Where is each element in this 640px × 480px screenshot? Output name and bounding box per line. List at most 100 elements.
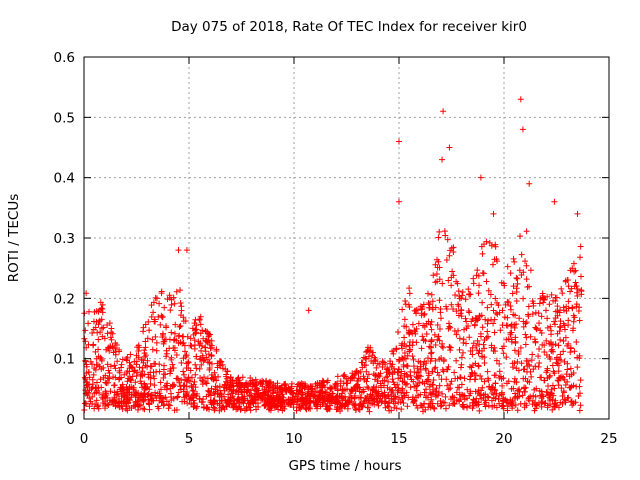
data-point [85,369,92,376]
data-point [436,325,443,332]
data-point [410,363,417,370]
data-point [199,342,206,349]
data-point [535,363,542,370]
data-point [104,330,111,337]
data-point [525,303,532,310]
data-point [119,406,126,413]
data-point [109,397,116,404]
axis-ticks: 0 0.1 0.2 0.3 0.4 0.5 0.6 0 5 10 15 20 25 [54,50,618,447]
data-point [270,389,277,396]
data-point [415,358,422,365]
data-point [142,344,149,351]
data-point [247,407,254,414]
data-point [137,378,144,385]
data-point [490,307,497,314]
data-point [476,282,483,289]
data-point [160,338,167,345]
data-point [203,405,210,412]
data-point [457,396,464,403]
data-point [393,345,400,352]
data-point [177,287,184,294]
data-point [151,316,158,323]
data-point [479,299,486,306]
data-point [218,358,225,365]
data-point [89,393,96,400]
data-point [205,337,212,344]
data-point [231,402,238,409]
data-point [561,396,568,403]
data-point [463,340,470,347]
data-point [266,384,273,391]
data-point [279,407,286,414]
data-point [523,276,530,283]
data-point [558,285,565,292]
data-point [184,388,191,395]
data-point [141,353,148,360]
data-point [163,386,170,393]
data-point [100,324,107,331]
data-point [265,379,272,386]
x-tick-label: 15 [390,431,407,447]
data-point [495,396,502,403]
data-point [523,402,530,409]
data-point [527,393,534,400]
data-point [500,343,507,350]
data-point [498,279,505,286]
data-point [465,286,472,293]
data-point [409,330,416,337]
data-point [493,256,500,263]
data-point [428,349,435,356]
data-point [546,301,553,308]
data-point [221,387,228,394]
data-point [491,344,498,351]
data-point [320,400,327,407]
data-point [546,373,553,380]
data-point [436,382,443,389]
data-point [167,307,174,314]
data-point [89,361,96,368]
data-point [528,357,535,364]
data-point [463,318,470,325]
data-point [158,288,165,295]
data-point [85,308,92,315]
data-point [576,383,583,390]
data-point [196,395,203,402]
data-point [360,386,367,393]
data-point [164,296,171,303]
data-point [301,384,308,391]
data-point [267,393,274,400]
data-point [177,323,184,330]
data-point [183,247,190,254]
data-point [489,403,496,410]
data-point [451,400,458,407]
data-point [404,373,411,380]
data-point [147,369,154,376]
data-point [160,375,167,382]
data-point [552,308,559,315]
data-point [407,372,414,379]
data-point [86,387,93,394]
data-point [516,388,523,395]
data-point [419,333,426,340]
data-point [520,323,527,330]
data-point [373,389,380,396]
data-point [190,388,197,395]
data-point [391,368,398,375]
data-point [253,406,260,413]
data-point [400,393,407,400]
data-point [185,358,192,365]
data-point [539,341,546,348]
data-point [171,300,178,307]
data-point [428,291,435,298]
data-point [144,357,151,364]
data-point [125,399,132,406]
data-point [81,400,88,407]
data-point [569,304,576,311]
data-point [492,243,499,250]
data-point [521,384,528,391]
data-point [558,385,565,392]
data-point [557,307,564,314]
data-point [555,342,562,349]
data-point [562,334,569,341]
data-point [529,310,536,317]
